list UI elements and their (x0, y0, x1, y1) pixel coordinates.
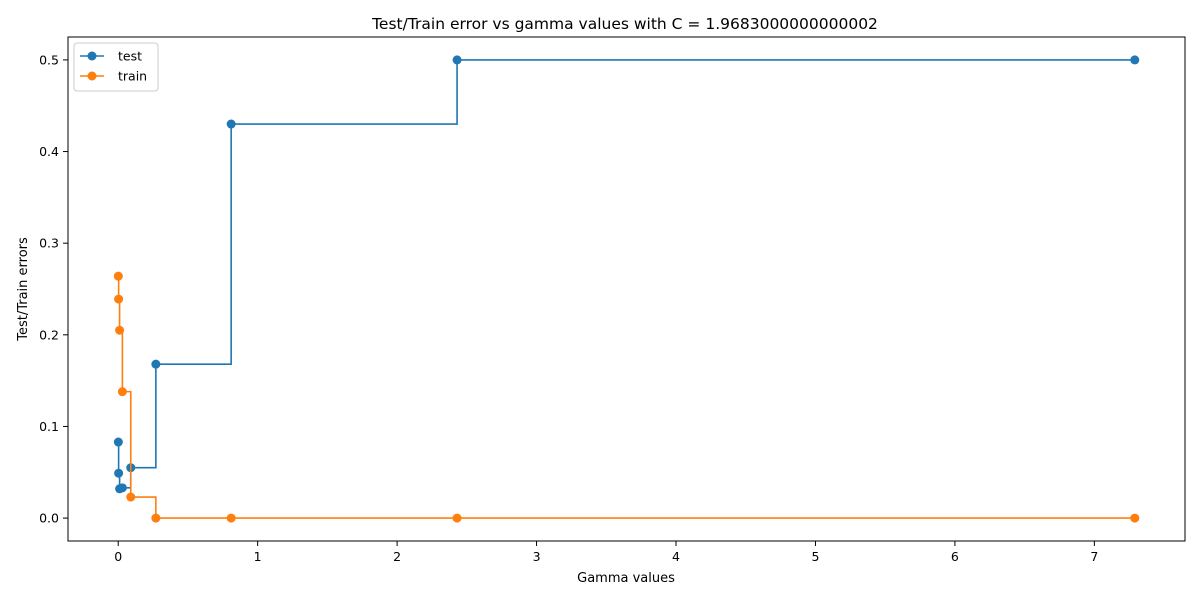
y-tick-label: 0.5 (39, 52, 59, 67)
data-point-train (117, 387, 127, 397)
x-axis-label: Gamma values (577, 571, 675, 586)
data-point-train (1130, 513, 1140, 523)
x-tick-label: 1 (254, 549, 262, 564)
data-point-train (113, 271, 123, 281)
chart-title: Test/Train error vs gamma values with C … (371, 15, 878, 33)
x-tick-label: 2 (393, 549, 401, 564)
data-point-train (151, 513, 161, 523)
x-axis-ticks: 0 1 2 3 4 5 6 7 (114, 541, 1098, 564)
y-axis-label: Test/Train errors (16, 237, 31, 342)
series-line-test (117, 59, 1135, 490)
legend: test train (73, 42, 159, 92)
legend-swatch-marker (87, 71, 97, 81)
y-tick-label: 0.4 (39, 144, 59, 159)
legend-item-train: train (80, 69, 147, 84)
y-tick-label: 0.1 (39, 419, 59, 434)
series-train (113, 271, 1140, 523)
legend-swatch-marker (87, 51, 97, 61)
axes-frame (67, 36, 1186, 542)
x-tick-label: 6 (951, 549, 959, 564)
legend-item-test: test (80, 49, 142, 64)
data-point-test (1130, 55, 1140, 65)
legend-label: train (118, 69, 147, 84)
data-point-test (151, 359, 161, 369)
series-line-train (117, 275, 1135, 519)
series-test (113, 55, 1140, 494)
x-tick-label: 0 (114, 549, 122, 564)
data-point-train (226, 513, 236, 523)
data-point-test (452, 55, 462, 65)
x-tick-label: 4 (672, 549, 680, 564)
data-point-train (126, 492, 136, 502)
plot-area (113, 55, 1140, 523)
data-point-test (114, 468, 124, 478)
data-point-test (117, 483, 127, 493)
data-point-train (452, 513, 462, 523)
y-axis-ticks: 0.0 0.1 0.2 0.3 0.4 0.5 (39, 52, 68, 526)
data-point-train (114, 294, 124, 304)
data-point-test (226, 119, 236, 129)
y-tick-label: 0.3 (39, 236, 59, 251)
data-point-train (115, 325, 125, 335)
legend-label: test (118, 49, 142, 64)
legend-box (73, 42, 159, 92)
x-tick-label: 7 (1090, 549, 1098, 564)
y-tick-label: 0.0 (39, 511, 59, 526)
data-point-test (113, 437, 123, 447)
y-tick-label: 0.2 (39, 327, 59, 342)
x-tick-label: 3 (533, 549, 541, 564)
x-tick-label: 5 (811, 549, 819, 564)
